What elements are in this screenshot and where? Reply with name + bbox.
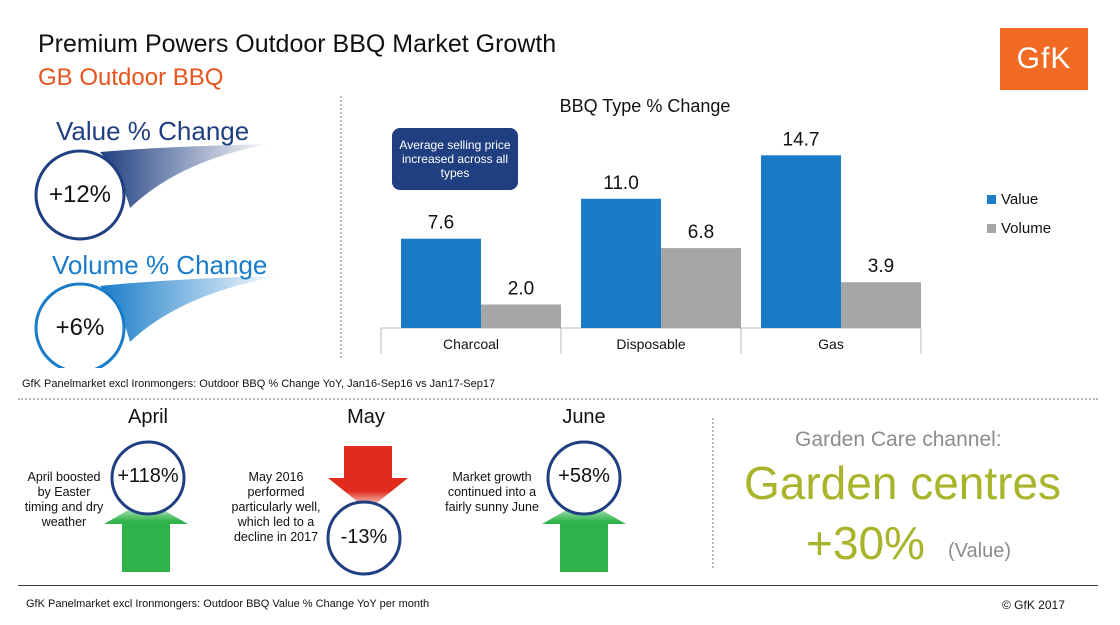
april-note: April boosted by Easter timing and dry w…	[24, 470, 104, 529]
month-june: June	[562, 406, 606, 428]
vertical-divider	[340, 96, 342, 358]
asp-callout: Average selling price increased across a…	[392, 128, 518, 190]
garden-care-heading: Garden Care channel:	[795, 428, 1002, 451]
category-label: Disposable	[616, 336, 685, 352]
legend-swatch	[987, 224, 996, 233]
volume-ring	[34, 282, 126, 368]
june-ring	[546, 440, 622, 516]
bar-value	[581, 198, 661, 328]
may-ring	[326, 500, 402, 576]
data-label: 6.8	[688, 222, 714, 243]
bar-volume	[661, 248, 741, 328]
value-ring	[34, 149, 126, 241]
may-down-arrow	[328, 446, 408, 510]
category-label: Charcoal	[443, 336, 499, 352]
garden-centres-unit: (Value)	[948, 540, 1011, 562]
value-change-label: Value % Change	[56, 116, 250, 146]
chart-title: BBQ Type % Change	[560, 96, 731, 116]
value-change: +12%	[48, 181, 112, 208]
june-change: +58%	[558, 465, 610, 487]
data-label: 2.0	[508, 279, 534, 300]
source-note-bottom: GfK Panelmarket excl Ironmongers: Outdoo…	[26, 598, 430, 610]
data-label: 14.7	[783, 129, 820, 150]
april-ring	[110, 440, 186, 516]
copyright: © GfK 2017	[1002, 598, 1065, 612]
data-label: 7.6	[428, 213, 454, 234]
data-label: 3.9	[868, 256, 894, 277]
april-up-arrow	[104, 500, 188, 572]
legend-swatch	[987, 195, 996, 204]
vertical-divider-bottom	[712, 418, 714, 568]
legend-label: Value	[1001, 191, 1038, 208]
bar-volume	[481, 304, 561, 328]
data-label: 11.0	[603, 173, 639, 194]
legend-label: Volume	[1001, 220, 1051, 237]
bar-value	[401, 238, 481, 328]
june-note: Market growth continued into a fairly su…	[445, 470, 539, 514]
source-note-top: GfK Panelmarket excl Ironmongers: Outdoo…	[22, 378, 496, 390]
month-may: May	[347, 406, 385, 428]
page-title: Premium Powers Outdoor BBQ Market Growth	[38, 30, 557, 58]
logo-text: GfK	[1016, 42, 1072, 75]
may-note: May 2016 performed particularly well, wh…	[231, 470, 321, 544]
callout-text: Average selling price increased across a…	[399, 138, 511, 180]
monthly-graphics	[104, 440, 626, 576]
june-up-arrow	[542, 500, 626, 572]
footer-rule	[18, 585, 1098, 586]
gfk-logo: GfK	[1000, 28, 1088, 90]
kpi-swooshes	[34, 144, 280, 368]
volume-change: +6%	[55, 314, 105, 341]
value-swoosh	[100, 144, 270, 208]
garden-centres-label: Garden centres	[744, 457, 1062, 509]
volume-change-label: Volume % Change	[52, 250, 268, 280]
category-label: Gas	[818, 336, 844, 352]
horizontal-divider	[18, 398, 1098, 400]
bar-volume	[841, 282, 921, 328]
month-april: April	[127, 406, 168, 428]
bbq-type-chart: BBQ Type % Change 7.6 2.0 Charcoal 11.0 6.8 Di…	[380, 96, 1051, 354]
may-change: -13%	[340, 526, 388, 548]
april-change: +118%	[117, 465, 179, 487]
garden-centres-change: +30%	[806, 517, 925, 569]
bar-value	[761, 155, 841, 328]
page-subtitle: GB Outdoor BBQ	[38, 64, 224, 91]
volume-swoosh	[100, 276, 280, 342]
